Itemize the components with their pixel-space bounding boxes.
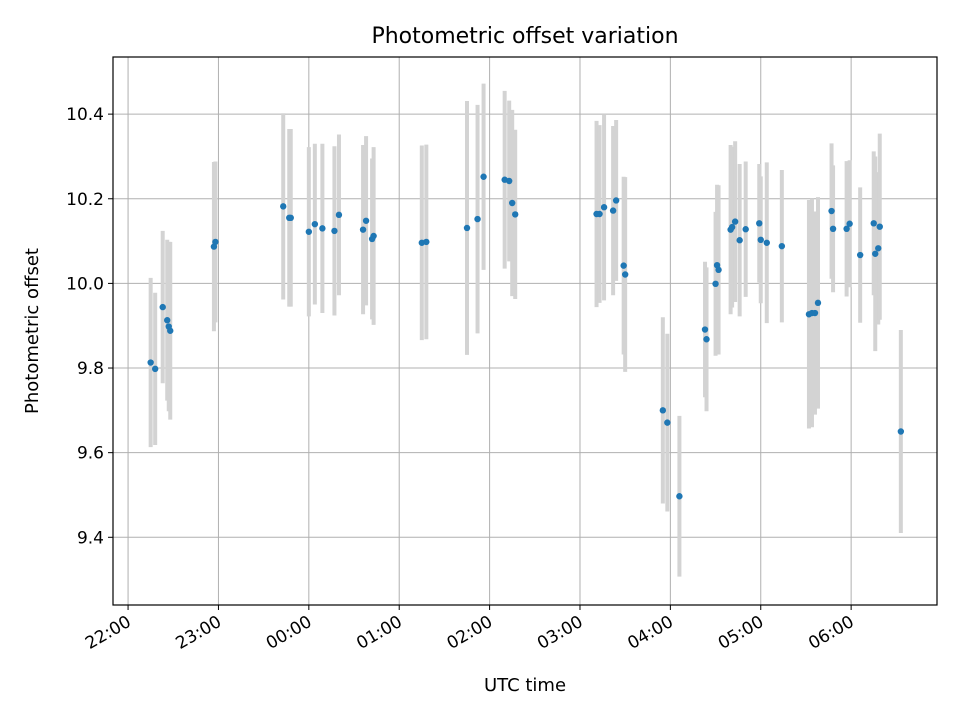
data-point: [311, 220, 319, 228]
x-tick-label: 01:00: [353, 612, 405, 654]
plot-frame: [112, 56, 938, 606]
data-point: [811, 309, 819, 317]
x-tick-label: 02:00: [444, 612, 496, 654]
data-point: [876, 223, 883, 230]
data-point: [742, 226, 749, 233]
data-point: [620, 262, 627, 269]
x-axis: 22:00 23:00 00:00 01:00 02:00 03:00 04:00 05:00…: [82, 605, 858, 654]
data-point: [715, 266, 722, 274]
data-point: [359, 226, 367, 233]
y-axis: 9.4 9.6 9.8 10.0 10.2 10.4: [66, 105, 113, 548]
data-point: [872, 250, 879, 257]
data-point: [870, 220, 877, 227]
data-point: [287, 214, 294, 222]
x-tick-label: 04:00: [624, 612, 676, 654]
data-point: [856, 251, 864, 259]
data-point: [362, 217, 370, 224]
data-point: [212, 238, 219, 246]
x-tick-label: 22:00: [82, 612, 134, 654]
data-point: [370, 232, 377, 240]
data-point: [763, 239, 770, 246]
grid: [113, 57, 937, 605]
data-point: [508, 199, 516, 207]
data-point: [423, 238, 430, 246]
data-point: [335, 211, 343, 219]
data-point: [621, 271, 629, 278]
data-point: [612, 197, 620, 204]
data-point: [875, 245, 882, 252]
y-tick-label: 10.2: [66, 190, 104, 210]
data-point: [151, 365, 159, 373]
data-point: [167, 327, 174, 334]
data-point: [846, 220, 853, 227]
y-tick-label: 9.6: [77, 444, 104, 464]
error-bars: [148, 83, 903, 577]
y-tick-label: 10.0: [66, 274, 104, 294]
data-point: [676, 493, 683, 500]
data-point: [703, 336, 710, 343]
data-point: [843, 225, 850, 233]
x-axis-label: UTC time: [484, 675, 566, 696]
y-axis-label: Photometric offset: [22, 248, 43, 414]
data-point: [164, 317, 171, 324]
x-tick-label: 06:00: [805, 612, 857, 654]
data-point: [778, 242, 786, 250]
data-point: [814, 299, 822, 307]
data-point: [331, 227, 338, 235]
data-points: [147, 173, 905, 500]
data-point: [736, 237, 743, 244]
x-tick-label: 05:00: [715, 612, 767, 654]
data-point: [757, 236, 764, 244]
data-point: [147, 359, 154, 366]
data-point: [480, 173, 487, 180]
data-point: [512, 211, 519, 218]
chart-title: Photometric offset variation: [371, 24, 678, 49]
data-point: [474, 215, 481, 223]
data-point: [596, 210, 603, 218]
data-point: [712, 280, 719, 288]
data-point: [463, 224, 471, 232]
y-tick-label: 9.4: [77, 528, 104, 548]
x-tick-label: 23:00: [173, 612, 225, 654]
data-point: [701, 326, 709, 333]
data-point: [659, 407, 667, 414]
data-point: [305, 228, 313, 235]
data-point: [897, 428, 905, 435]
data-point: [609, 207, 617, 214]
data-point: [828, 207, 835, 215]
x-tick-label: 03:00: [534, 612, 586, 654]
data-point: [159, 303, 166, 311]
data-point: [505, 177, 513, 185]
y-tick-label: 10.4: [66, 105, 104, 125]
data-point: [600, 204, 608, 211]
data-point: [731, 218, 739, 225]
y-tick-label: 9.8: [77, 359, 104, 379]
data-point: [829, 225, 837, 233]
x-tick-label: 00:00: [263, 612, 315, 654]
data-point: [319, 225, 326, 232]
data-point: [664, 419, 671, 426]
data-point: [756, 220, 763, 227]
data-point: [728, 223, 736, 231]
data-point: [280, 203, 287, 210]
